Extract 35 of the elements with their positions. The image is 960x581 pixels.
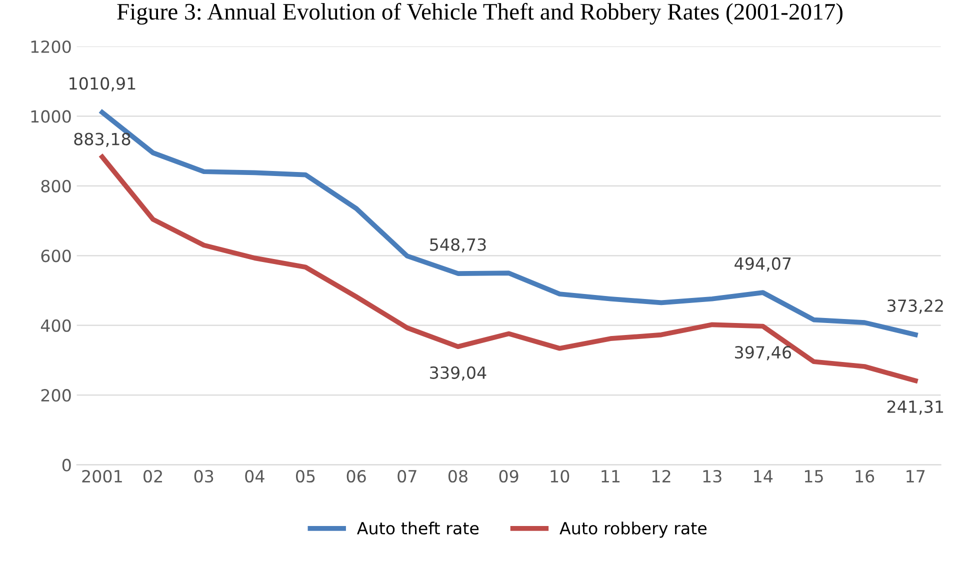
data-label: 241,31: [887, 400, 944, 415]
data-label: 1010,91: [70, 77, 136, 92]
x-tick-label: 14: [754, 470, 773, 482]
x-tick-label: 15: [804, 470, 823, 483]
x-tick-label: 12: [652, 470, 670, 482]
x-tick-label: 02: [144, 470, 162, 483]
x-tick-label: 04: [245, 470, 264, 483]
y-tick-label: 1000: [31, 110, 71, 123]
x-tick-label: 07: [398, 470, 416, 483]
x-tick-label: 17: [906, 470, 925, 482]
data-label: 339,04: [430, 366, 486, 381]
y-tick-label: 200: [41, 389, 71, 402]
legend-label: Auto theft rate: [356, 522, 479, 535]
x-tick-label: 03: [194, 470, 214, 483]
y-tick-label: 400: [40, 319, 71, 332]
x-tick-label: 09: [499, 470, 518, 483]
x-tick-label: 10: [550, 470, 570, 483]
chart-title: Figure 3: Annual Evolution of Vehicle Theft and Robbery Rates (2001-2017): [117, 2, 842, 25]
y-tick-label: 800: [41, 180, 71, 192]
data-label: 883,18: [74, 132, 130, 148]
x-tick-label: 16: [856, 470, 874, 483]
data-label: 548,73: [430, 238, 486, 253]
x-tick-label: 06: [346, 470, 366, 483]
data-label: 397,46: [735, 346, 792, 360]
x-tick-label: 05: [296, 470, 315, 483]
data-label: 373,22: [888, 299, 943, 314]
y-tick-label: 0: [62, 458, 71, 472]
data-label: 494,07: [734, 257, 791, 272]
y-tick-label: 1200: [31, 40, 71, 54]
x-tick-label: 08: [448, 470, 468, 483]
x-tick-label: 2001: [82, 470, 122, 483]
x-tick-label: 11: [602, 470, 620, 482]
legend-label: Auto robbery rate: [560, 522, 707, 538]
x-tick-label: 13: [703, 470, 722, 483]
y-tick-label: 600: [41, 250, 71, 262]
